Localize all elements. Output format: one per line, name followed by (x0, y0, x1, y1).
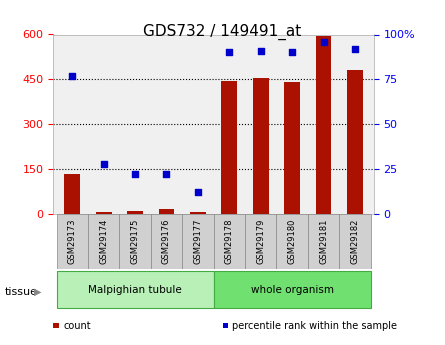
Bar (308, 214, 339, 269)
Bar (284, 82, 300, 214)
Bar (119, 214, 151, 269)
Text: whole organism: whole organism (251, 285, 334, 295)
Text: tissue: tissue (4, 287, 37, 296)
Bar (339, 214, 371, 269)
Text: GSM29182: GSM29182 (351, 218, 360, 264)
Bar (276, 214, 308, 269)
Bar (57, 214, 88, 269)
Bar (214, 214, 245, 269)
Text: GSM29175: GSM29175 (130, 218, 140, 264)
Text: percentile rank within the sample: percentile rank within the sample (232, 321, 397, 331)
Point (69, 73, 76, 79)
Text: GSM29177: GSM29177 (194, 218, 202, 264)
Bar (127, 211, 143, 214)
Text: GSM29174: GSM29174 (99, 218, 108, 264)
Bar (57, 271, 214, 308)
Bar (245, 214, 276, 269)
Point (257, 48, 264, 53)
Point (288, 50, 295, 55)
Bar (65, 174, 80, 214)
Text: GSM29176: GSM29176 (162, 218, 171, 264)
Point (132, 172, 139, 177)
Text: count: count (63, 321, 91, 331)
Text: GDS732 / 149491_at: GDS732 / 149491_at (143, 24, 302, 40)
Point (100, 161, 107, 166)
Point (194, 190, 202, 195)
Bar (214, 271, 371, 308)
Bar (158, 208, 174, 214)
Bar (190, 211, 206, 214)
Bar (182, 214, 214, 269)
Text: Malpighian tubule: Malpighian tubule (88, 285, 182, 295)
Bar (151, 214, 182, 269)
Bar (253, 78, 269, 214)
Text: GSM29173: GSM29173 (68, 218, 77, 264)
Text: GSM29180: GSM29180 (287, 218, 297, 264)
Point (352, 46, 359, 52)
Point (163, 172, 170, 177)
Text: ▶: ▶ (34, 287, 41, 296)
Text: GSM29178: GSM29178 (225, 218, 234, 264)
Text: GSM29179: GSM29179 (256, 218, 265, 264)
Bar (96, 211, 112, 214)
Bar (316, 36, 332, 214)
Point (320, 39, 327, 45)
Point (226, 50, 233, 55)
Bar (222, 81, 237, 214)
Bar (88, 214, 119, 269)
Bar (347, 70, 363, 214)
Text: GSM29181: GSM29181 (319, 218, 328, 264)
